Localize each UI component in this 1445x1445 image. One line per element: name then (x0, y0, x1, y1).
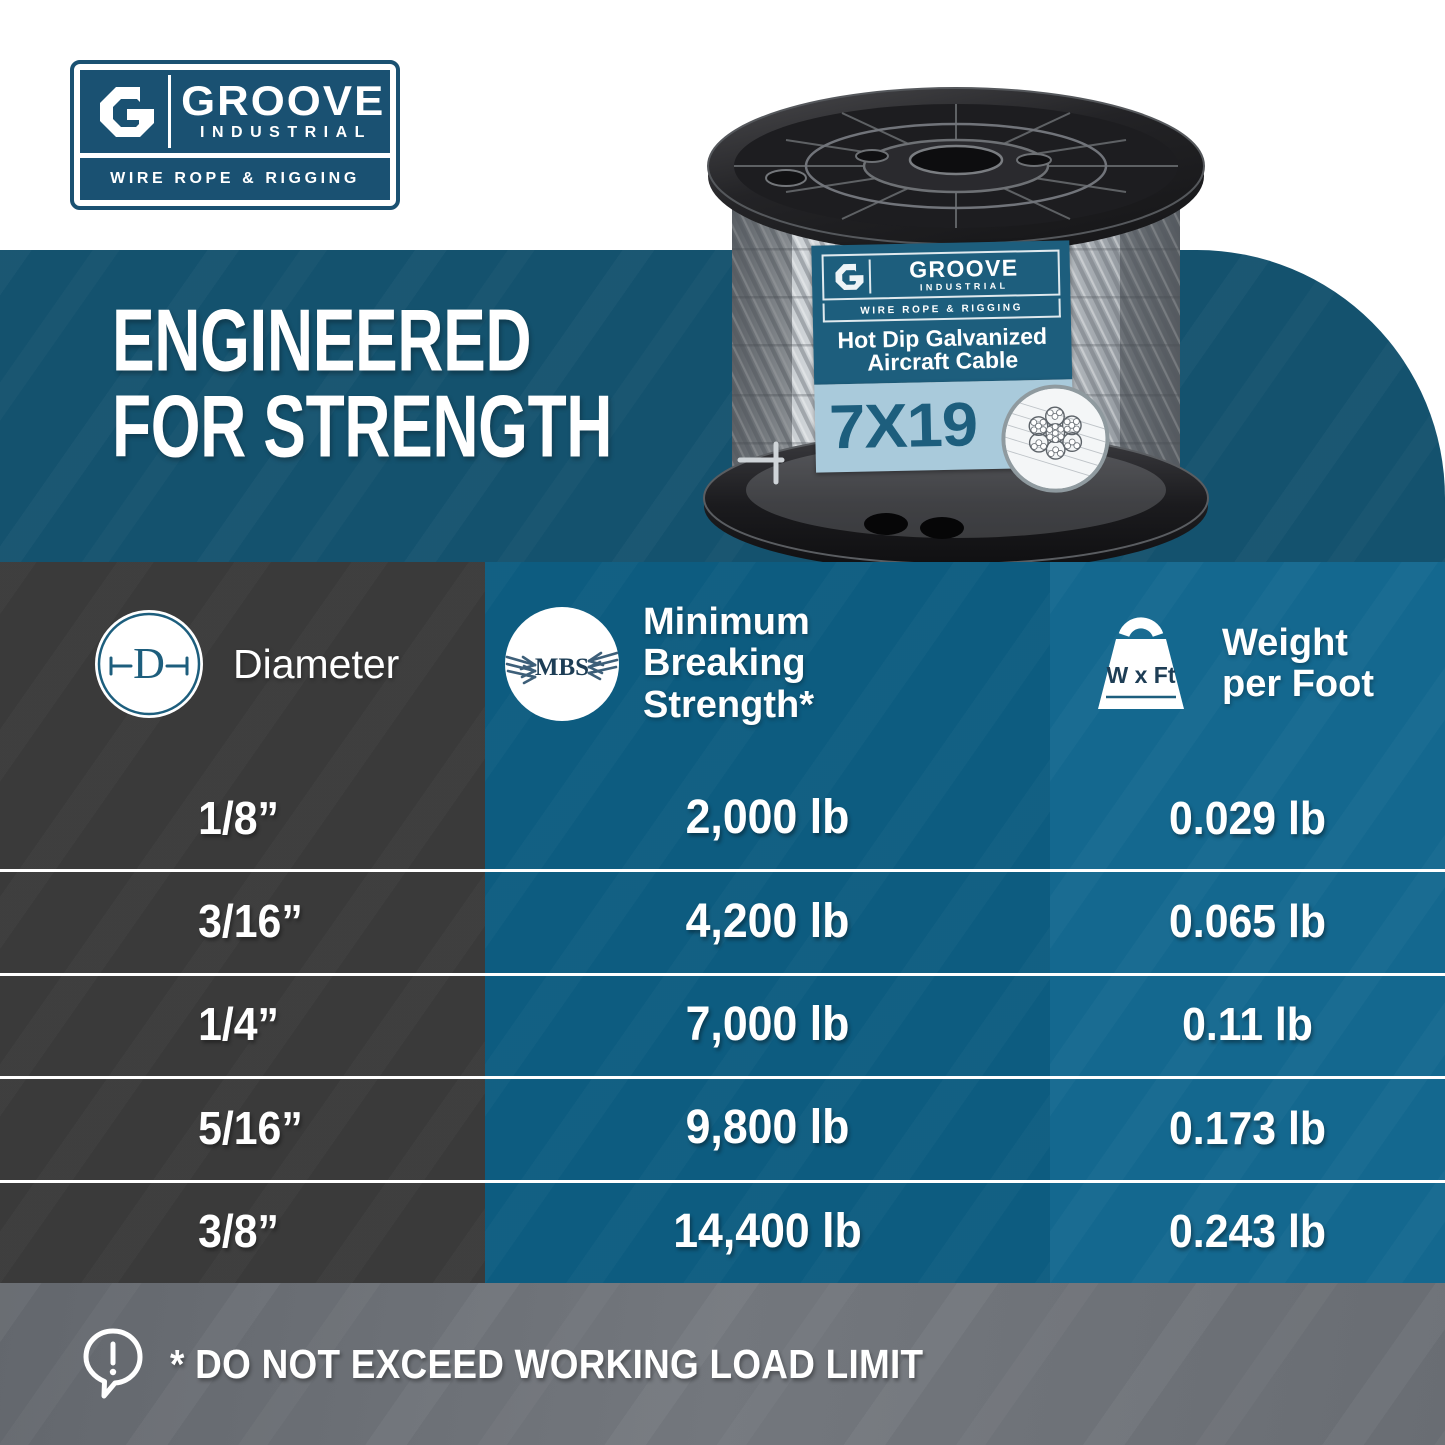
label-tagline: WIRE ROPE & RIGGING (822, 298, 1061, 323)
product-label: GROOVE INDUSTRIAL WIRE ROPE & RIGGING Ho… (811, 240, 1111, 503)
footer-warning-bar: * DO NOT EXCEED WORKING LOAD LIMIT (0, 1283, 1445, 1445)
table-row: 1/8” 2,000 lb 0.029 lb (0, 766, 1445, 869)
svg-text:MBS: MBS (535, 654, 589, 681)
table-body: 1/8” 2,000 lb 0.029 lb 3/16” 4,200 lb 0.065 l… (0, 766, 1445, 1283)
table-header-weight-label: Weight per Foot (1222, 621, 1374, 705)
table-header-mbs: MBS Minimum Breaking Strength* (485, 562, 1050, 766)
cell-weight: 0.243 lb (1169, 1205, 1326, 1258)
mbs-broken-cable-icon: MBS (505, 607, 619, 721)
cell-diameter: 3/8” (198, 1205, 279, 1258)
cell-mbs: 14,400 lb (673, 1204, 862, 1258)
cell-weight: 0.029 lb (1169, 791, 1326, 844)
table-header-row: D Diameter (0, 562, 1445, 766)
exclamation-speech-bubble-icon (82, 1327, 144, 1401)
cell-mbs: 2,000 lb (685, 791, 850, 845)
brand-logo: GROOVE INDUSTRIAL WIRE ROPE & RIGGING (70, 60, 400, 210)
logo-tagline-block: WIRE ROPE & RIGGING (80, 158, 390, 200)
logo-main-block: GROOVE INDUSTRIAL (80, 70, 390, 153)
cell-mbs: 7,000 lb (685, 997, 850, 1051)
cell-diameter: 5/16” (198, 1101, 303, 1154)
svg-text:D: D (133, 639, 165, 688)
label-construction: 7X19 (828, 390, 978, 463)
groove-g-mark-icon (85, 75, 171, 148)
label-description: Hot Dip Galvanized Aircraft Cable (837, 322, 1048, 377)
cell-weight: 0.065 lb (1169, 895, 1326, 948)
table-header-diameter: D Diameter (0, 562, 485, 766)
cell-weight: 0.11 lb (1182, 998, 1313, 1051)
column-mbs-band (485, 562, 1050, 1283)
svg-text:W x Ft: W x Ft (1107, 662, 1176, 688)
cell-weight: 0.173 lb (1169, 1101, 1326, 1154)
cable-cross-section-icon (1000, 383, 1111, 494)
table-header-diameter-label: Diameter (233, 640, 400, 687)
table-row: 1/4” 7,000 lb 0.11 lb (0, 972, 1445, 1076)
footer-warning-text: * DO NOT EXCEED WORKING LOAD LIMIT (170, 1340, 924, 1387)
label-logo: GROOVE INDUSTRIAL (821, 249, 1061, 301)
table-header-weight: W x Ft Weight per Foot (1050, 562, 1445, 766)
label-groove-g-mark-icon (828, 259, 872, 295)
cell-diameter: 1/8” (198, 791, 279, 844)
cell-diameter: 1/4” (198, 998, 279, 1051)
cell-mbs: 9,800 lb (685, 1101, 850, 1155)
logo-tagline: WIRE ROPE & RIGGING (110, 170, 360, 187)
logo-brand-name: GROOVE (180, 76, 386, 124)
table-row: 3/16” 4,200 lb 0.065 lb (0, 869, 1445, 972)
column-diameter-band (0, 562, 485, 1283)
page-title: ENGINEERED FOR STRENGTH (112, 291, 613, 476)
diameter-icon: D (95, 610, 203, 718)
label-upper: GROOVE INDUSTRIAL WIRE ROPE & RIGGING Ho… (811, 240, 1073, 385)
label-wordmark: GROOVE INDUSTRIAL (871, 254, 1054, 294)
cell-mbs: 4,200 lb (685, 894, 850, 948)
weight-kettlebell-icon: W x Ft (1080, 609, 1200, 719)
logo-brand-sub: INDUSTRIAL (200, 124, 372, 142)
table-row: 5/16” 9,800 lb 0.173 lb (0, 1076, 1445, 1179)
table-header-mbs-label: Minimum Breaking Strength* (643, 601, 814, 726)
table-row: 3/8” 14,400 lb 0.243 lb (0, 1179, 1445, 1283)
logo-wordmark: GROOVE INDUSTRIAL (171, 75, 385, 148)
label-brand-name: GROOVE (908, 254, 1019, 283)
cell-diameter: 3/16” (198, 895, 303, 948)
hero-banner (0, 250, 1445, 562)
